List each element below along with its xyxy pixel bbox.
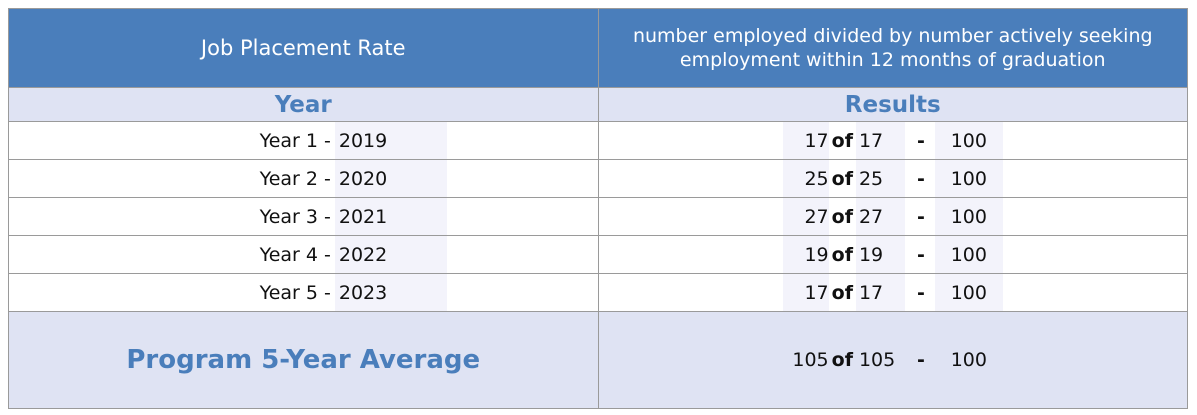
year-cell: Year 4 -2022 <box>8 235 599 274</box>
title: Job Placement Rate <box>8 8 599 88</box>
rate-field[interactable]: 100 <box>934 160 1003 197</box>
dash-text: - <box>916 349 925 371</box>
year-cell: Year 2 -2020 <box>8 159 599 198</box>
column-row: Year Results <box>8 87 1188 122</box>
dash-text: - <box>916 167 925 190</box>
rate-field[interactable]: 100 <box>934 236 1003 273</box>
year-label: Year 2 - <box>259 167 331 190</box>
of-text: of <box>831 167 853 190</box>
seeking-field[interactable]: 17 <box>855 274 905 311</box>
results: 17 of 17-100 <box>597 121 1188 160</box>
employed-field[interactable]: 105 <box>792 349 829 371</box>
employed-field[interactable]: 17 <box>782 274 829 311</box>
data-row: Year 4 -2022 19 of 19-100 <box>8 235 1188 274</box>
year-field[interactable]: 2023 <box>334 274 447 311</box>
year-wrap: Year 4 -2022 <box>9 236 598 273</box>
of-text: of <box>831 349 853 371</box>
rate-field[interactable]: 100 <box>934 274 1003 311</box>
column-header: Year <box>8 87 599 122</box>
dash-text: - <box>916 243 925 266</box>
year-cell: Year 1 -2019 <box>8 121 599 160</box>
year-label: Year 3 - <box>259 205 331 228</box>
dash-text: - <box>916 281 925 304</box>
year-cell: Year 3 -2021 <box>8 197 599 236</box>
placement-table: Job Placement Rate number employed divid… <box>8 8 1188 409</box>
rate-field[interactable]: 100 <box>950 349 987 371</box>
of-text: of <box>831 281 853 304</box>
dash-text: - <box>916 129 925 152</box>
employed-field[interactable]: 27 <box>782 198 829 235</box>
of-text: of <box>831 243 853 266</box>
results: 17 of 17-100 <box>597 273 1188 312</box>
results: 25 of 25-100 <box>597 159 1188 198</box>
results-cell: 19 of 19-100 <box>599 236 1188 273</box>
seeking-field[interactable]: 27 <box>855 198 905 235</box>
of-text: of <box>831 129 853 152</box>
rate-field[interactable]: 100 <box>934 198 1003 235</box>
results: 27 of 27-100 <box>597 197 1188 236</box>
employed-field[interactable]: 19 <box>782 236 829 273</box>
results-cell: 17 of 17-100 <box>599 274 1188 311</box>
year-wrap: Year 1 -2019 <box>9 122 598 159</box>
year-cell: Year 5 -2023 <box>8 273 599 312</box>
employed-field[interactable]: 17 <box>782 122 829 159</box>
average-results: 105 of 105-100 <box>597 311 1188 409</box>
seeking-field[interactable]: 25 <box>855 160 905 197</box>
results-cell: 25 of 25-100 <box>599 160 1188 197</box>
dash-text: - <box>916 205 925 228</box>
results: 19 of 19-100 <box>597 235 1188 274</box>
year-wrap: Year 3 -2021 <box>9 198 598 235</box>
results-cell: 105 of 105-100 <box>599 340 1188 380</box>
employed-field[interactable]: 25 <box>782 160 829 197</box>
average-label: Program 5-Year Average <box>8 311 599 409</box>
data-row: Year 5 -2023 17 of 17-100 <box>8 273 1188 312</box>
results-cell: 27 of 27-100 <box>599 198 1188 235</box>
year-label: Year 5 - <box>259 281 331 304</box>
data-row: Year 3 -2021 27 of 27-100 <box>8 197 1188 236</box>
column-header: Results <box>597 87 1188 122</box>
average-row: Program 5-Year Average 105 of 105-100 <box>8 311 1188 409</box>
year-field[interactable]: 2019 <box>334 122 447 159</box>
description: number employed divided by number active… <box>597 8 1188 88</box>
year-wrap: Year 5 -2023 <box>9 274 598 311</box>
rate-field[interactable]: 100 <box>934 122 1003 159</box>
header-row: Job Placement Rate number employed divid… <box>8 8 1188 88</box>
of-text: of <box>831 205 853 228</box>
year-field[interactable]: 2022 <box>334 236 447 273</box>
year-label: Year 4 - <box>259 243 331 266</box>
data-row: Year 1 -2019 17 of 17-100 <box>8 121 1188 160</box>
rows: Year 1 -2019 17 of 17-100 Year 2 -2020 25 of 25… <box>8 121 1188 409</box>
year-wrap: Year 2 -2020 <box>9 160 598 197</box>
year-field[interactable]: 2020 <box>334 160 447 197</box>
seeking-field[interactable]: 19 <box>855 236 905 273</box>
year-label: Year 1 - <box>259 129 331 152</box>
results-cell: 17 of 17-100 <box>599 122 1188 159</box>
year-field[interactable]: 2021 <box>334 198 447 235</box>
seeking-field[interactable]: 17 <box>855 122 905 159</box>
data-row: Year 2 -2020 25 of 25-100 <box>8 159 1188 198</box>
seeking-field[interactable]: 105 <box>858 349 896 371</box>
